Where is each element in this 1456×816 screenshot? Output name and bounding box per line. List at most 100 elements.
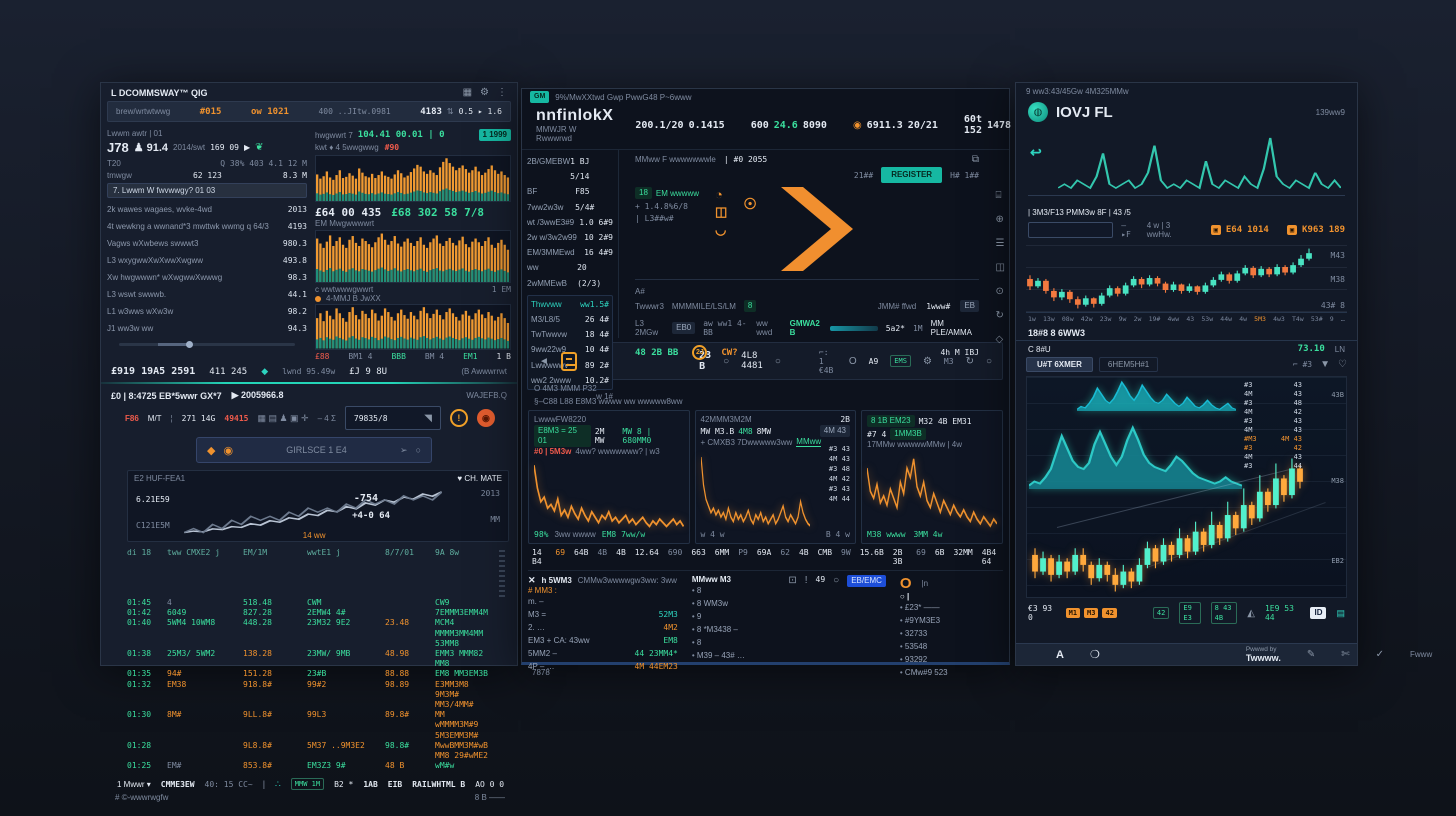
tab-active[interactable]: U#T 6XMER (1026, 357, 1093, 372)
scr-foot-1[interactable]: 1 Mwwr ▾ (117, 779, 151, 789)
volume-histogram-1[interactable] (315, 155, 511, 203)
green-chip[interactable]: 42 (1152, 607, 1170, 619)
rail-tool-icon[interactable]: ⊕ (995, 214, 1004, 225)
bottom-list-item[interactable]: • 93292 (900, 653, 1003, 666)
screener-search-box[interactable]: 79835/8 ◥ (344, 406, 441, 430)
bottom-list-item[interactable]: • £23* —— (900, 601, 1003, 614)
tab-tool-1[interactable]: ⌐ #3 (1292, 360, 1313, 369)
watchlist-scroll-slider[interactable] (119, 341, 295, 348)
watchlist-row[interactable]: Xw hwgwwwn* wXwgwwXwwwg 98.3 (107, 269, 307, 286)
mini2-line-chart[interactable] (700, 449, 810, 530)
record-circle-button[interactable]: ◉ (476, 409, 495, 427)
bottom-list-item[interactable]: • 9 (692, 610, 775, 623)
blue-chip[interactable]: EB/EMC (847, 575, 886, 587)
mini-card-2[interactable]: 42MMM3M2M 2B MW M3.B 4M8 8MW 4M 43 + CMX… (694, 410, 856, 544)
green-chip[interactable]: 8 43 4B (1210, 602, 1238, 624)
rail-tool-icon[interactable]: ⌸ (995, 190, 1002, 201)
watchlist-highlight-band[interactable]: 7. Lwwm W fwvwwgy? 01 03 (107, 183, 307, 198)
orange-stat-badge[interactable]: ▣ K963 189 (1286, 225, 1345, 235)
circle-icon[interactable]: ○ (985, 355, 992, 367)
wallet-card-icon[interactable] (560, 351, 578, 371)
exchange-logo[interactable]: nnfinlokX (536, 107, 614, 124)
volume-histogram-2[interactable] (315, 230, 511, 284)
screener-table-row[interactable]: 01:32 EM38 918.8# 99#2 98.89 E3MM3M8 9M3M# MM… (127, 680, 509, 711)
play-icon[interactable]: ▶ (243, 143, 251, 152)
return-arrow-icon[interactable]: ↩ (1030, 144, 1042, 160)
col-header[interactable]: 8/7/01 (385, 548, 414, 557)
orange-chip[interactable]: M3 (1084, 608, 1099, 618)
pair-row[interactable]: 2w w/3w2w99 10 2#9 (527, 230, 613, 245)
flask-icon[interactable]: ◡ (715, 222, 727, 237)
screener-table-row[interactable]: 01:42 6049 827.28 2EMW4 4# 7EMMM3EMM4M (127, 608, 509, 618)
watchlist-row[interactable]: L3 wxygwwXwXwwXwgww 493.8 (107, 252, 307, 269)
table-scrollbar[interactable] (495, 548, 509, 597)
col-header[interactable]: 9A 8w (435, 548, 460, 557)
frame-icon[interactable]: ⊡ (788, 575, 797, 586)
main-analysis-chart[interactable]: #3 43 4M 43 #3 48 4M 42 #3 43 4M 43 #M3 4M 43 #3 42 4M 43… (1026, 376, 1347, 598)
watchlist-row[interactable]: Vagws wXwbews swwwt3 980.3 (107, 235, 307, 252)
tb-o-icon[interactable]: O (848, 355, 857, 367)
pair-row[interactable]: ww2 2www 10.2# (531, 373, 609, 388)
orange-chip[interactable]: 42 (1102, 608, 1117, 618)
header-ticker-item[interactable]: 60t 152 1478 (964, 114, 1011, 136)
pair-row[interactable]: BF 7ww2w3w F85 5/4# (527, 184, 613, 214)
bottom-list-item[interactable]: • 8 (692, 636, 775, 649)
rail-tool-icon[interactable]: ◇ (995, 334, 1004, 345)
scr-icon-cluster2[interactable]: – 4 Σ (317, 413, 336, 423)
bottom-list-item[interactable]: 5MM2 – 44 23MM4* (528, 647, 678, 660)
bottom-list-item[interactable]: M3 = 52M3 (528, 608, 678, 621)
circle-small-icon[interactable]: ○ (833, 575, 840, 586)
register-button[interactable]: REGISTER (881, 167, 943, 183)
col-header[interactable]: tww CMXE2 j (167, 548, 220, 557)
watchlist-row[interactable]: J1 ww3w ww 94.3 (107, 320, 307, 337)
orange-chip[interactable]: M1 (1065, 608, 1081, 618)
bottom-list-item[interactable]: m. – (528, 595, 678, 608)
scissors-icon[interactable]: ✄ (1341, 649, 1350, 660)
mini2-chip[interactable]: MMww (796, 437, 822, 447)
pen-icon[interactable]: ✎ (1306, 649, 1316, 660)
pair-row[interactable]: M3/L8/5 26 4# (531, 312, 609, 327)
folder-icon[interactable]: ▤ (1336, 607, 1345, 618)
clock-icon[interactable]: ◔ (715, 187, 723, 202)
screener-table-row[interactable]: 01:30 8M# 9LL.8# 99L3 89.8# MM wMMMM3M#9 5M3E… (127, 710, 509, 741)
pair-row[interactable]: Thwvww ww1.5# (531, 297, 609, 312)
rail-tool-icon[interactable]: ⊙ (995, 286, 1004, 297)
col-header[interactable]: EM/1M (243, 548, 268, 557)
rp-input-box[interactable] (1028, 222, 1114, 238)
header-ticker-item[interactable]: 600 24.6 8090 (751, 120, 827, 131)
bottom-list-item[interactable]: • 8 *M3438 – (692, 623, 775, 636)
header-ticker-item[interactable]: 200.1/20 0.1415 (635, 120, 724, 131)
rail-tool-icon[interactable]: ◫ (995, 262, 1005, 273)
bottom-list-item[interactable]: • 8 WM3w (692, 597, 775, 610)
watchlist-row[interactable]: 2k wawes wagaes, wvke-4wd 2013 (107, 201, 307, 218)
bottom-list-item[interactable]: EM3 + CA: 43ww EM8 (528, 634, 678, 647)
bottom-list-item[interactable]: • CMw#9 523 (900, 666, 1003, 679)
bottom-list-item[interactable]: 2. … 4M2 (528, 621, 678, 634)
gear-icon[interactable]: ⚙ (922, 355, 932, 367)
watchlist-row[interactable]: L1 w3wws wXw3w 98.2 (107, 303, 307, 320)
bottom-list-item[interactable]: • M39 – 43# … (692, 649, 775, 662)
id-chip[interactable]: ID (1310, 607, 1327, 619)
watchlist-row[interactable]: 4t wewkng a wwnand*3 mwttwk wwmg q 64/3 … (107, 218, 307, 235)
left-ticker-bar[interactable]: brew/wrtwtwwg #015 ow 1021 400 ..JItw.09… (107, 101, 511, 122)
scr-tb4[interactable]: 271 14G (181, 413, 216, 423)
footer-a-icon[interactable]: A (1056, 648, 1064, 661)
col-header[interactable]: wwtE1 j (307, 548, 341, 557)
pair-row[interactable]: Lwwwwwv 89 2# (531, 358, 609, 373)
ring-icon[interactable]: ○ (415, 445, 421, 455)
bang-icon[interactable]: ! (804, 575, 808, 586)
scr-tb5[interactable]: 49415 (224, 413, 249, 423)
pair-row[interactable]: 2B/GMEBW 1 BJ 5/14 (527, 154, 613, 184)
pair-row[interactable]: 9ww22w9 10 4# (531, 342, 609, 357)
swap-icon[interactable]: ⇅ (446, 107, 454, 116)
green-chip[interactable]: E9 E3 (1179, 602, 1201, 624)
pair-row[interactable]: ww 2wMMEwB 20 (2/3) (527, 260, 613, 290)
tb-dot2[interactable]: ○ (774, 355, 781, 367)
performance-line-chart[interactable] (184, 487, 442, 535)
back-arrow-icon[interactable]: ◄ (539, 355, 549, 367)
top-candlestick-chart[interactable] (1026, 247, 1313, 310)
orange-stat-badge[interactable]: ▣ E64 1014 (1210, 225, 1269, 235)
pair-row[interactable]: EM/3MMEwd 16 4#9 (527, 245, 613, 260)
pair-row[interactable]: wt /3wwE3#9 1.0 6#9 (527, 215, 613, 230)
x-icon[interactable]: ✕ (528, 575, 536, 585)
